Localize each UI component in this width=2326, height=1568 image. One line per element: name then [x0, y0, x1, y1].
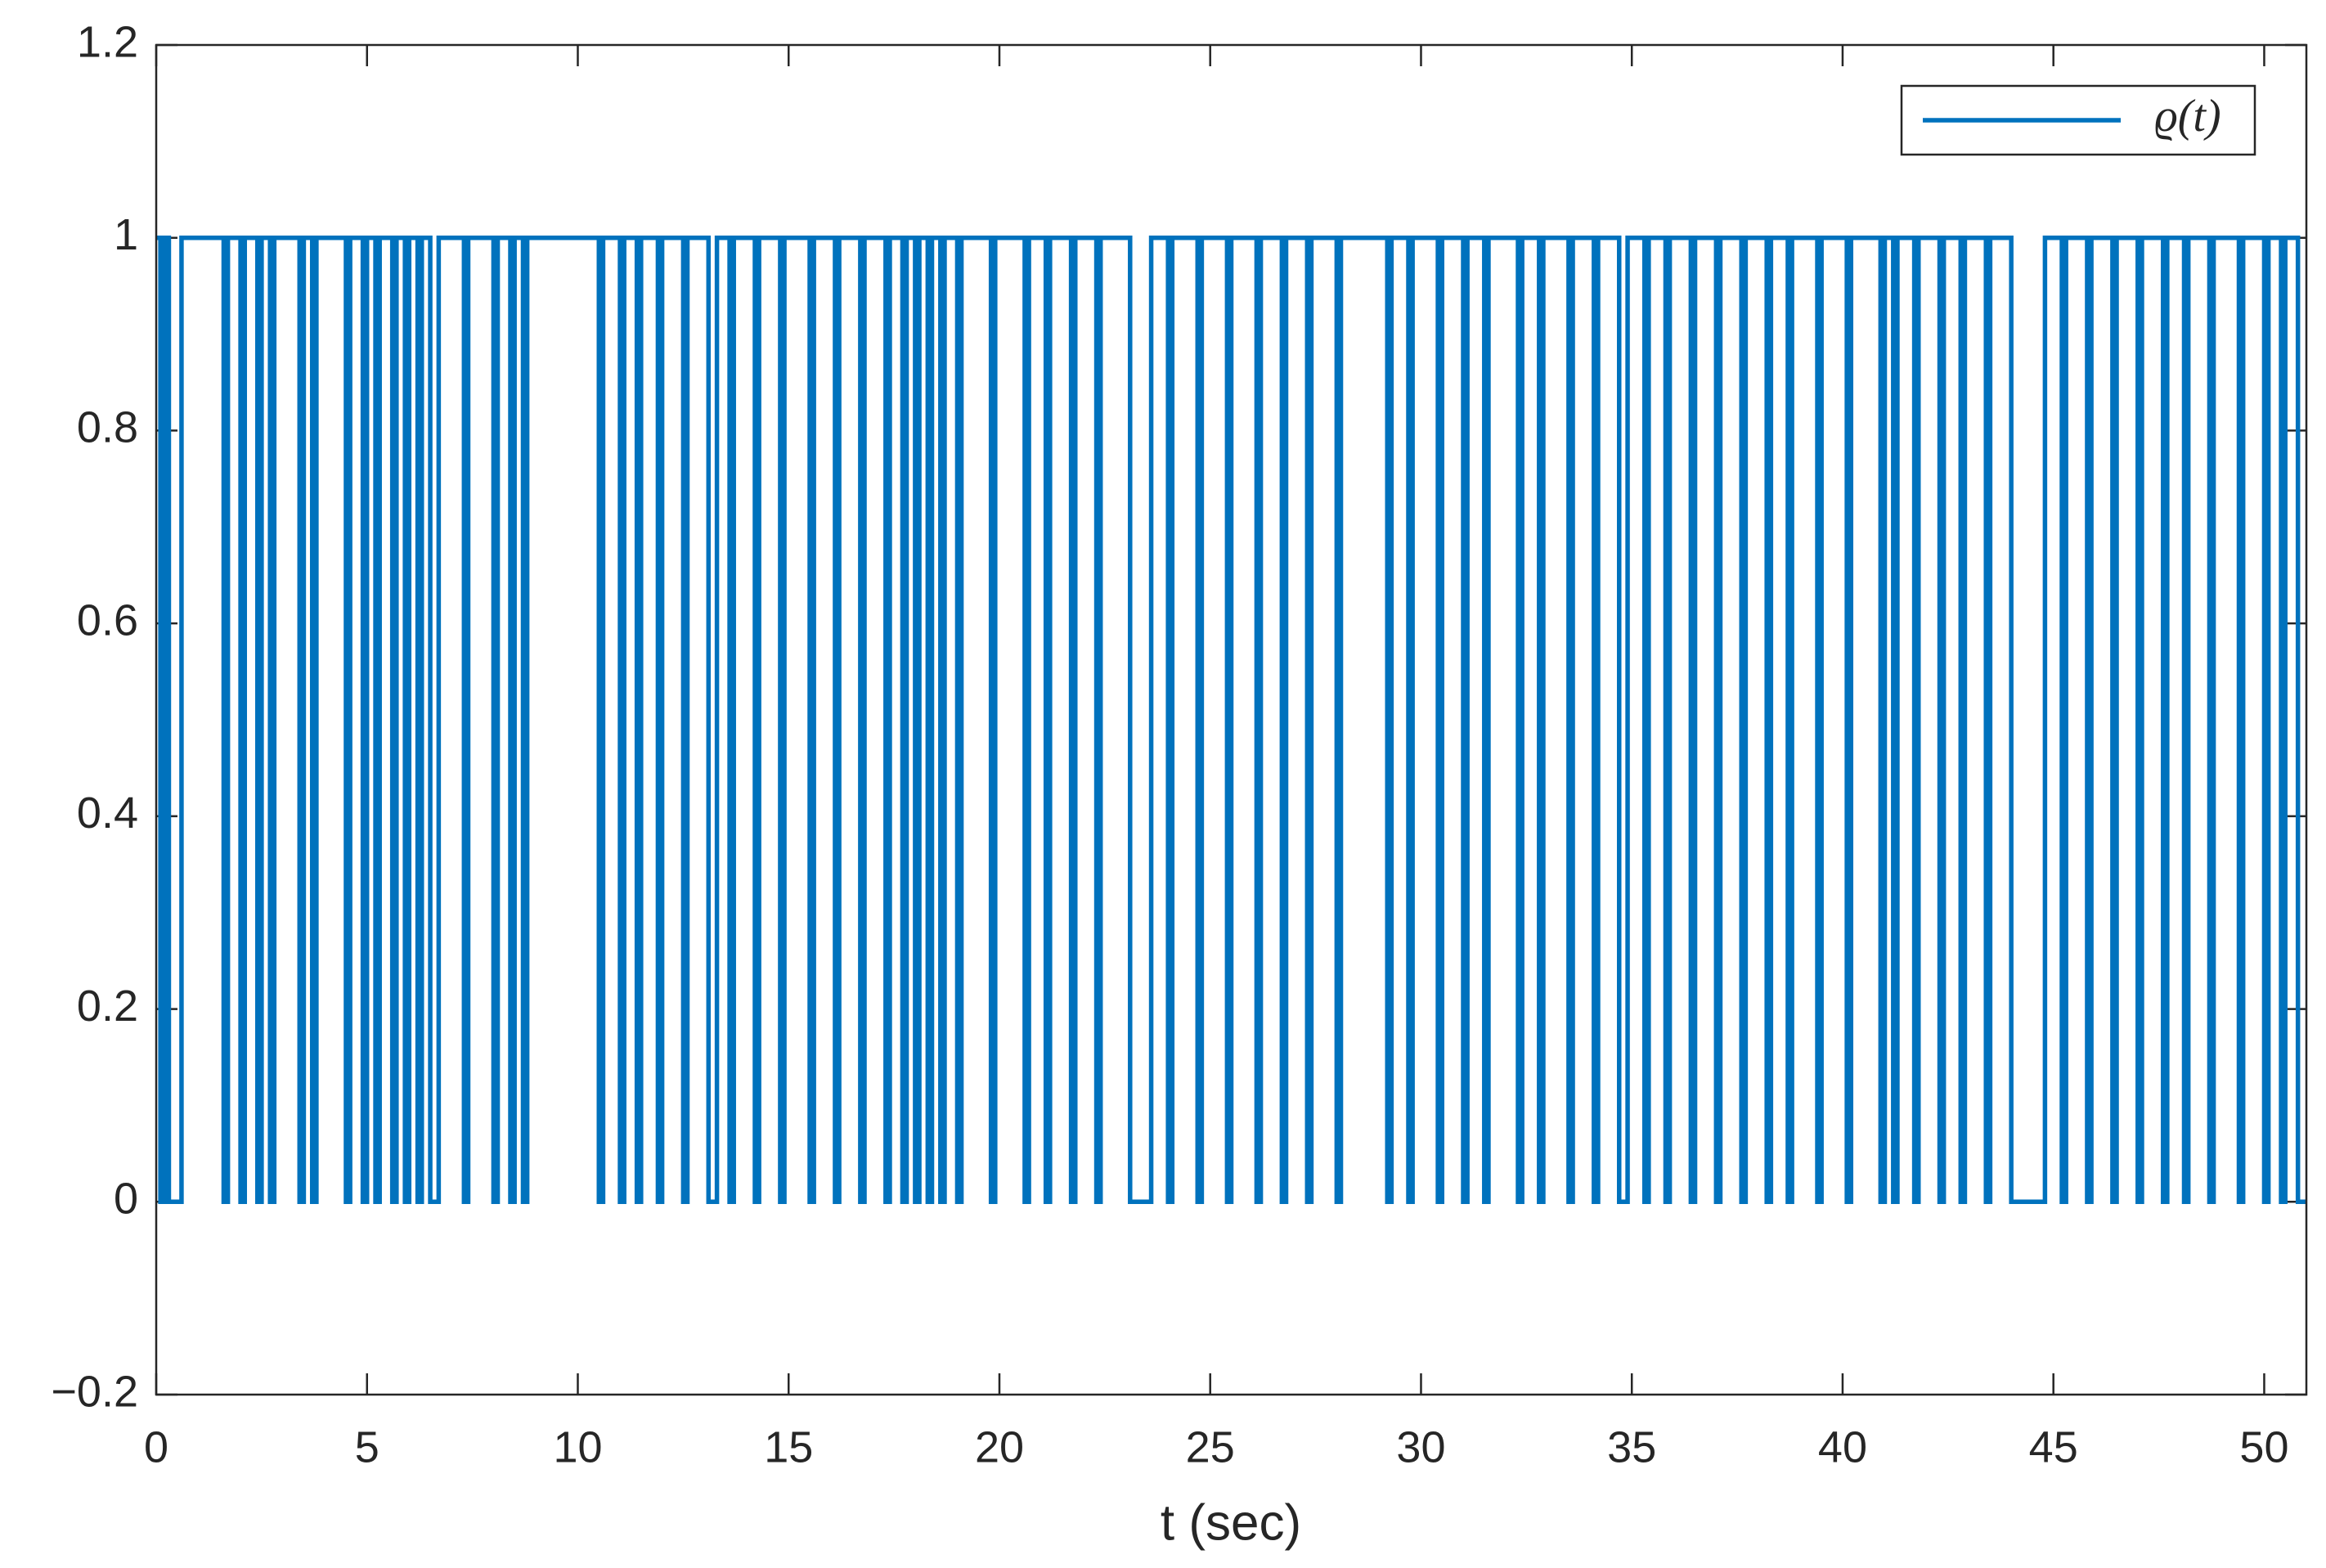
x-tick-label: 0 — [144, 1422, 168, 1471]
x-tick-label: 5 — [355, 1422, 379, 1471]
y-tick-label: 1.2 — [77, 17, 138, 66]
x-axis-label: t (sec) — [1161, 1494, 1301, 1551]
x-tick-label: 50 — [2239, 1422, 2288, 1471]
legend-label: ϱ(t) — [2154, 91, 2220, 142]
y-tick-label: 1 — [114, 210, 138, 259]
y-tick-label: 0.4 — [77, 788, 138, 838]
y-tick-label: −0.2 — [51, 1367, 138, 1416]
x-tick-label: 45 — [2029, 1422, 2078, 1471]
x-tick-label: 40 — [1818, 1422, 1867, 1471]
x-tick-label: 20 — [975, 1422, 1024, 1471]
y-tick-label: 0.8 — [77, 403, 138, 452]
x-tick-label: 15 — [764, 1422, 813, 1471]
x-tick-label: 10 — [553, 1422, 602, 1471]
x-tick-label: 25 — [1186, 1422, 1235, 1471]
data-line — [156, 235, 2306, 1205]
y-tick-label: 0.2 — [77, 982, 138, 1031]
x-tick-label: 30 — [1396, 1422, 1445, 1471]
axes-box — [155, 43, 2308, 1396]
y-tick-label: 0 — [114, 1175, 138, 1224]
y-tick-label: 0.6 — [77, 595, 138, 645]
x-tick-label: 35 — [1607, 1422, 1656, 1471]
